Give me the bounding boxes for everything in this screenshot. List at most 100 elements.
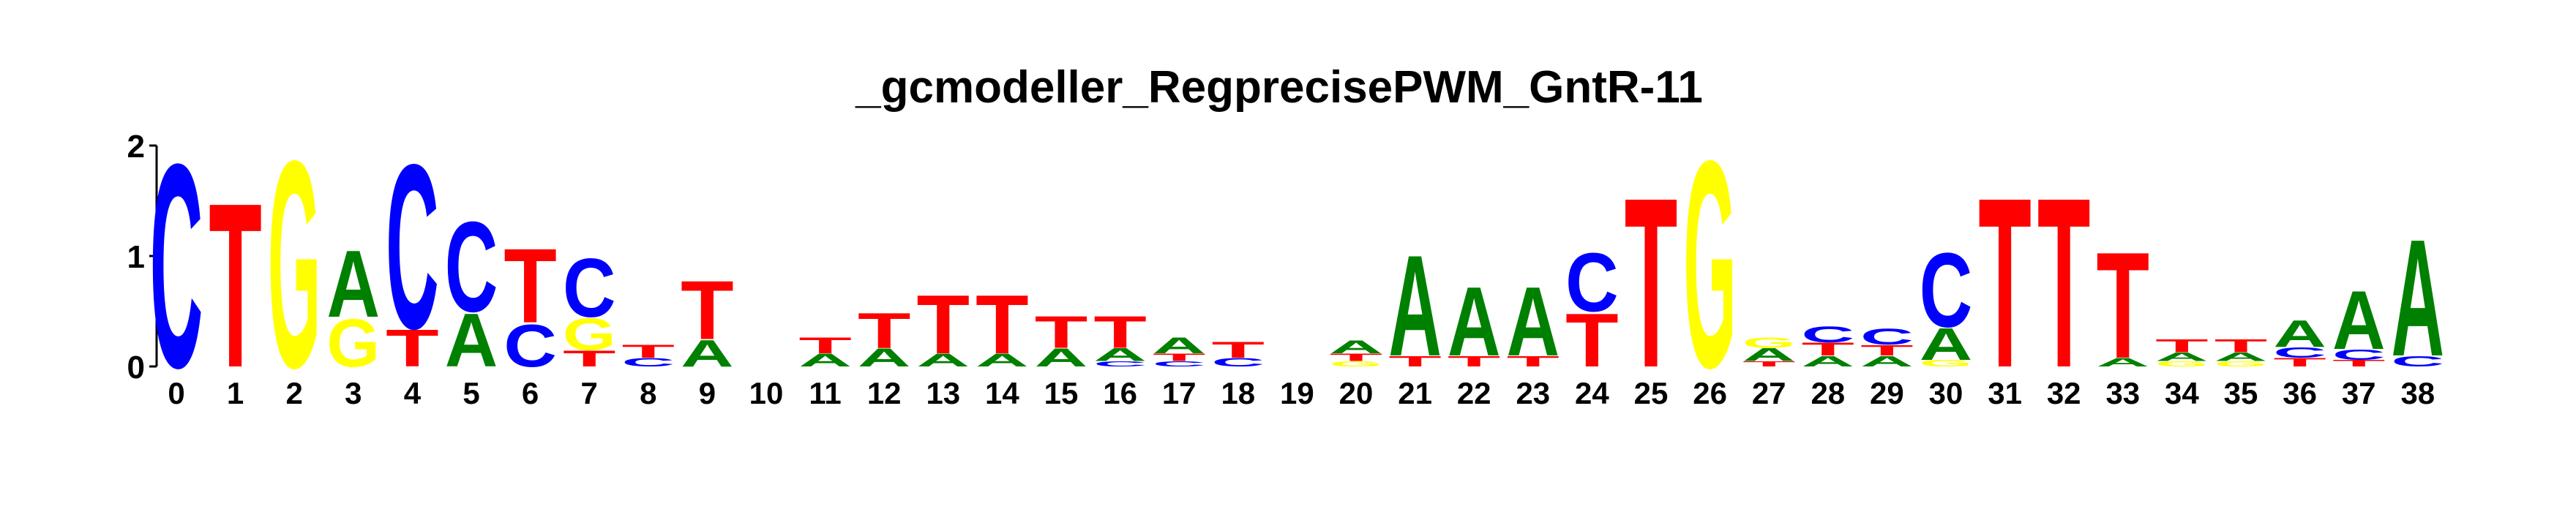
logo-letter: T [1448,353,1501,370]
logo-letter: T [1978,147,2032,418]
logo-letter: T [1212,337,1265,363]
logo-letter: T [386,318,439,377]
logo-letter: A [327,230,381,337]
logo-letter: G [1330,360,1383,369]
logo-letter: C [1920,231,1973,350]
logo-letter: T [2037,147,2091,418]
logo-letter: G [563,309,616,360]
logo-letter: T [622,342,675,362]
logo-letter: A [445,298,498,383]
logo-letter: T [209,155,262,417]
logo-letter: C [2392,353,2445,369]
logo-letter: A [1388,227,1442,387]
logo-letter: G [2155,360,2209,369]
x-tick-label: 19 [1280,376,1314,410]
logo-letter: A [1802,353,1855,369]
x-tick-label: 17 [1162,376,1197,410]
logo-letter: C [2332,346,2386,363]
x-tick-label: 30 [1929,376,1963,410]
logo-letter: C [386,116,439,378]
logo-letter: T [2214,336,2268,356]
logo-letter: A [976,350,1029,371]
x-tick-label: 24 [1575,376,1609,410]
logo-letter: A [1507,267,1560,377]
y-tick-label: 0 [127,350,145,385]
x-tick-label: 23 [1516,376,1550,410]
logo-letter: C [1093,360,1147,369]
logo-letter: T [858,302,911,358]
logo-letter: A [1860,353,1914,369]
logo-letter: A [1920,318,1973,369]
logo-letter: T [1860,342,1914,358]
x-tick-label: 25 [1634,376,1669,410]
chart-title: _gcmodeller_RegprecisePWM_GntR-11 [855,62,1703,113]
logo-letter: C [150,104,203,429]
logo-letter: T [2097,220,2150,390]
logo-letter: A [2214,350,2268,364]
logo-letter: T [976,278,1029,371]
logo-letter: C [1565,236,1619,329]
logo-letter: T [1507,353,1560,370]
x-tick-label: 27 [1752,376,1786,410]
x-tick-label: 9 [699,376,716,410]
x-tick-label: 35 [2224,376,2258,410]
logo-letter: A [2392,206,2445,391]
logo-letter: C [622,355,675,369]
logo-letter: A [798,350,852,371]
x-tick-label: 2 [286,376,303,410]
logo-letter: A [2155,350,2209,364]
logo-letter: T [681,263,734,356]
logo-letter: T [2155,336,2209,356]
x-tick-label: 3 [345,376,362,410]
x-tick-label: 26 [1693,376,1727,410]
x-tick-label: 15 [1044,376,1079,410]
logo-letter: T [798,333,852,358]
logo-letter: T [1153,351,1206,363]
logo-letter: C [563,241,616,334]
logo-letter: A [1742,345,1796,365]
logo-letter: G [1742,334,1796,351]
x-tick-label: 16 [1103,376,1137,410]
logo-letter: T [503,227,557,345]
x-tick-label: 21 [1398,376,1432,410]
logo-letter: G [1683,100,1737,430]
logo-letter: T [1565,298,1619,383]
x-tick-label: 6 [522,376,539,410]
logo-letter: C [1212,355,1265,369]
x-tick-label: 13 [926,376,960,410]
logo-letter: T [1330,351,1383,363]
x-tick-label: 4 [404,376,422,410]
logo-letter: T [1802,339,1855,360]
x-tick-label: 1 [227,376,244,410]
x-tick-label: 14 [985,376,1019,410]
x-tick-label: 34 [2165,376,2199,410]
logo-letter: T [917,278,970,371]
logo-letter: A [2273,312,2326,355]
logo-letter: A [917,350,970,371]
x-tick-label: 36 [2283,376,2317,410]
x-tick-label: 0 [168,376,184,410]
logo-letter: T [1035,307,1088,358]
logo-letter: T [1742,360,1796,369]
logo-letter: A [1093,345,1147,365]
x-tick-label: 33 [2105,376,2140,410]
x-tick-label: 32 [2047,376,2081,410]
y-tick-label: 1 [127,239,145,275]
logo-letter: C [1860,324,1914,350]
logo-letter: A [1330,336,1383,357]
logo-letter: T [2332,358,2386,369]
logo-letter: A [681,332,734,374]
x-tick-label: 38 [2400,376,2435,410]
logo-letter: A [2097,355,2150,369]
x-tick-label: 31 [1988,376,2022,410]
logo-letter: A [1153,333,1206,358]
x-tick-label: 22 [1457,376,1491,410]
x-tick-label: 28 [1811,376,1845,410]
logo-letter: T [1625,147,1678,418]
x-tick-label: 20 [1339,376,1374,410]
x-tick-label: 37 [2342,376,2376,410]
logo-letter: C [1802,322,1855,347]
logo-letter: C [2273,344,2326,361]
